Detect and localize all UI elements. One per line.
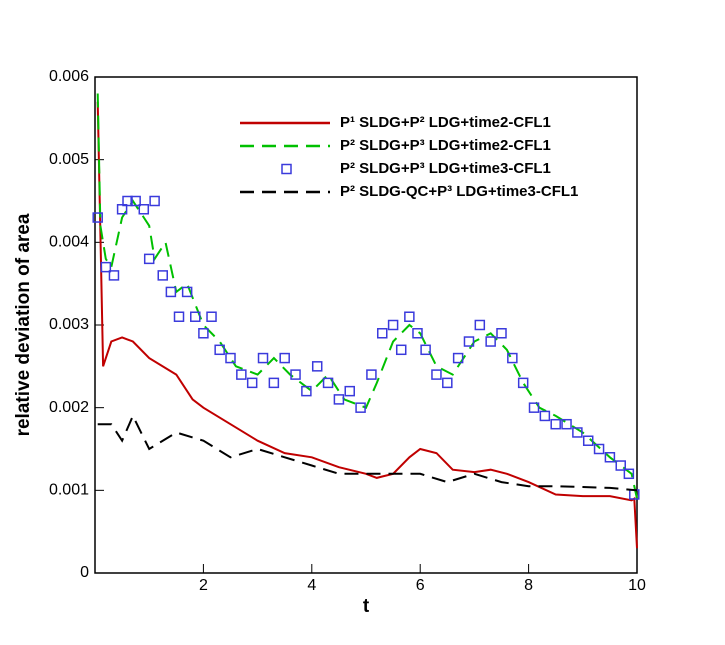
series-line [96, 93, 638, 499]
marker [604, 452, 616, 463]
marker [344, 385, 355, 397]
marker [100, 261, 112, 273]
marker [301, 385, 312, 397]
legend-marker [281, 163, 292, 175]
marker [387, 319, 399, 331]
marker [108, 270, 120, 281]
y-tick-label: 0.005 [49, 151, 89, 168]
marker [366, 369, 377, 380]
marker [474, 319, 486, 331]
marker [485, 336, 496, 347]
marker [333, 394, 345, 405]
marker [165, 286, 177, 298]
y-tick-label: 0.001 [49, 482, 89, 499]
y-tick-label: 0.004 [49, 234, 89, 251]
marker [550, 418, 561, 430]
x-tick-label: 10 [628, 577, 646, 594]
marker [122, 195, 133, 207]
marker [92, 212, 103, 223]
x-tick-label: 6 [416, 577, 425, 594]
marker [257, 352, 269, 364]
legend-label: P² SLDG-QC+P³ LDG+time3-CFL1 [340, 183, 578, 200]
marker [268, 377, 280, 389]
marker [431, 369, 442, 380]
marker [225, 352, 236, 364]
marker [214, 344, 225, 356]
x-tick-label: 2 [199, 577, 208, 594]
y-axis-label: relative deviation of area [13, 213, 34, 436]
marker [290, 369, 301, 380]
marker [593, 443, 605, 455]
legend-label: P² SLDG+P³ LDG+time3-CFL1 [340, 160, 551, 177]
marker [173, 311, 185, 322]
marker [149, 195, 160, 207]
marker [377, 328, 388, 339]
marker [157, 270, 168, 281]
marker [181, 286, 193, 298]
marker [496, 328, 507, 339]
marker [395, 344, 407, 356]
marker [236, 369, 247, 380]
marker [198, 328, 209, 339]
marker [420, 344, 431, 356]
marker [582, 435, 594, 446]
marker [517, 377, 529, 389]
series-line [97, 413, 638, 492]
marker [311, 361, 323, 372]
marker [279, 352, 290, 364]
y-tick-label: 0.006 [49, 68, 89, 85]
x-axis-label: t [363, 596, 370, 617]
x-tick-label: 4 [307, 577, 316, 594]
marker [404, 311, 415, 322]
y-tick-label: 0.002 [49, 399, 89, 416]
x-tick-label: 8 [524, 577, 533, 594]
marker [143, 253, 155, 265]
marker [322, 377, 334, 389]
marker [116, 204, 128, 215]
marker [539, 410, 551, 422]
legend-label: P² SLDG+P³ LDG+time2-CFL1 [340, 137, 551, 154]
marker [463, 336, 475, 347]
series-line [96, 101, 638, 549]
marker [507, 352, 518, 364]
marker [190, 311, 201, 322]
marker [528, 402, 540, 413]
marker [138, 204, 150, 215]
y-tick-label: 0 [80, 564, 89, 581]
marker [615, 460, 626, 471]
y-tick-label: 0.003 [49, 316, 89, 333]
marker [130, 195, 141, 207]
marker [412, 328, 423, 339]
marker [206, 311, 217, 322]
marker [623, 468, 635, 480]
marker [246, 377, 258, 389]
marker [561, 418, 572, 430]
marker [452, 352, 464, 364]
marker [355, 402, 366, 413]
marker [572, 427, 583, 438]
legend-label: P¹ SLDG+P² LDG+time2-CFL1 [340, 114, 551, 131]
marker [442, 377, 453, 389]
